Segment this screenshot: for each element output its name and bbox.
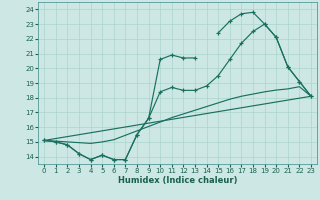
X-axis label: Humidex (Indice chaleur): Humidex (Indice chaleur) — [118, 176, 237, 185]
